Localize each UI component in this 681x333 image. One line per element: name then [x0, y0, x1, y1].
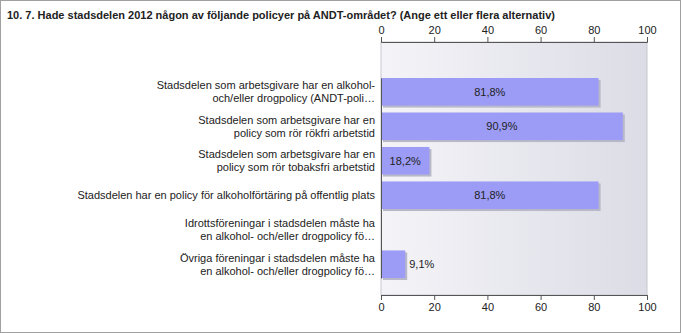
category-label: Stadsdelen har en policy för alkoholfört… [77, 189, 375, 201]
tick-label: 100 [638, 301, 656, 313]
category-label-line: policy som rör tobaksfri arbetstid [217, 161, 375, 173]
tick-mark [487, 37, 488, 42]
tick: 60 [535, 295, 547, 313]
tick: Stadsdelen som arbetsgivare har en alkoh… [157, 79, 381, 104]
tick-mark [541, 295, 542, 300]
axis-line [382, 296, 648, 301]
tick: 60 [535, 24, 547, 42]
data-label: 9,1% [409, 258, 434, 270]
tick: 40 [482, 24, 494, 42]
tick-mark [434, 37, 435, 42]
tick-mark [647, 37, 648, 42]
category-label: Stadsdelen som arbetsgivare har enpolicy… [198, 114, 375, 139]
tick: Övriga föreningar i stadsdelen måste hae… [180, 252, 381, 277]
tick-label: 40 [482, 24, 494, 36]
tick-label: 40 [482, 301, 494, 313]
tick: Idrottsföreningar i stadsdelen måste hae… [185, 217, 381, 242]
frame [1, 1, 681, 333]
category-label-line: Stadsdelen som arbetsgivare har en [198, 148, 375, 160]
category-label: Övriga föreningar i stadsdelen måste hae… [180, 252, 376, 277]
data-label: 81,8% [474, 86, 505, 98]
category-label: Stadsdelen som arbetsgivare har en alkoh… [157, 79, 376, 104]
bars [381, 78, 625, 280]
y-axis: Stadsdelen som arbetsgivare har en alkoh… [77, 79, 381, 279]
tick: 20 [429, 24, 441, 42]
category-label-line: Stadsdelen har en policy för alkoholfört… [77, 189, 375, 201]
category-label: Idrottsföreningar i stadsdelen måste hae… [185, 217, 376, 242]
tick: 0 [378, 24, 384, 42]
x-axis-bottom: 0 20 40 60 80 100 [378, 295, 656, 313]
tick-label: 60 [535, 301, 547, 313]
tick-mark [647, 295, 648, 300]
tick-mark [434, 295, 435, 300]
bar [381, 112, 623, 140]
tick-label: 0 [378, 24, 384, 36]
tick-mark [381, 37, 382, 42]
tick: 100 [638, 24, 656, 42]
tick: 20 [429, 295, 441, 313]
tick-mark [541, 37, 542, 42]
data-label: 90,9% [486, 120, 517, 132]
category-label-line: Idrottsföreningar i stadsdelen måste ha [185, 217, 376, 229]
tick: Stadsdelen som arbetsgivare har enpolicy… [198, 114, 381, 139]
chart: 10. 7. Hade stadsdelen 2012 någon av föl… [0, 0, 681, 333]
tick-label: 100 [638, 24, 656, 36]
tick: 0 [378, 295, 384, 313]
x-axis-top: 0 20 40 60 80 100 [378, 24, 656, 43]
tick: 100 [638, 295, 656, 313]
tick: 40 [482, 295, 494, 313]
data-label: 81,8% [474, 189, 505, 201]
tick: Stadsdelen som arbetsgivare har enpolicy… [198, 148, 381, 173]
bar-shadow [383, 218, 384, 246]
category-label-line: Stadsdelen som arbetsgivare har en alkoh… [157, 79, 376, 91]
bar [381, 250, 405, 278]
tick-label: 60 [535, 24, 547, 36]
category-label: Stadsdelen som arbetsgivare har enpolicy… [198, 148, 375, 173]
tick-label: 80 [588, 24, 600, 36]
tick-mark [381, 295, 382, 300]
category-label-line: en alkohol- och/eller drogpolicy fö… [200, 230, 375, 242]
axis-line [381, 79, 382, 279]
tick-label: 20 [429, 24, 441, 36]
tick: 80 [588, 295, 600, 313]
tick-mark [487, 295, 488, 300]
plot-area [381, 42, 647, 295]
category-label-line: en alkohol- och/eller drogpolicy fö… [200, 265, 375, 277]
tick-label: 80 [588, 301, 600, 313]
bar [381, 147, 429, 175]
bar [381, 181, 599, 209]
tick-mark [594, 37, 595, 42]
category-label-line: Stadsdelen som arbetsgivare har en [198, 114, 375, 126]
tick-mark [594, 295, 595, 300]
tick-label: 20 [429, 301, 441, 313]
category-label-line: och/eller drogpolicy (ANDT-poli… [212, 92, 375, 104]
title: 10. 7. Hade stadsdelen 2012 någon av föl… [7, 9, 555, 21]
tick-label: 0 [378, 301, 384, 313]
tick: Stadsdelen har en policy för alkoholfört… [77, 189, 381, 201]
bar [381, 78, 599, 106]
category-label-line: policy som rör rökfri arbetstid [234, 127, 375, 139]
axis-line [382, 37, 648, 43]
data-label: 18,2% [390, 155, 421, 167]
category-label-line: Övriga föreningar i stadsdelen måste ha [180, 252, 376, 264]
data-labels: 81,8% 90,9% 18,2% 81,8% 9,1% [390, 86, 518, 270]
tick: 80 [588, 24, 600, 42]
